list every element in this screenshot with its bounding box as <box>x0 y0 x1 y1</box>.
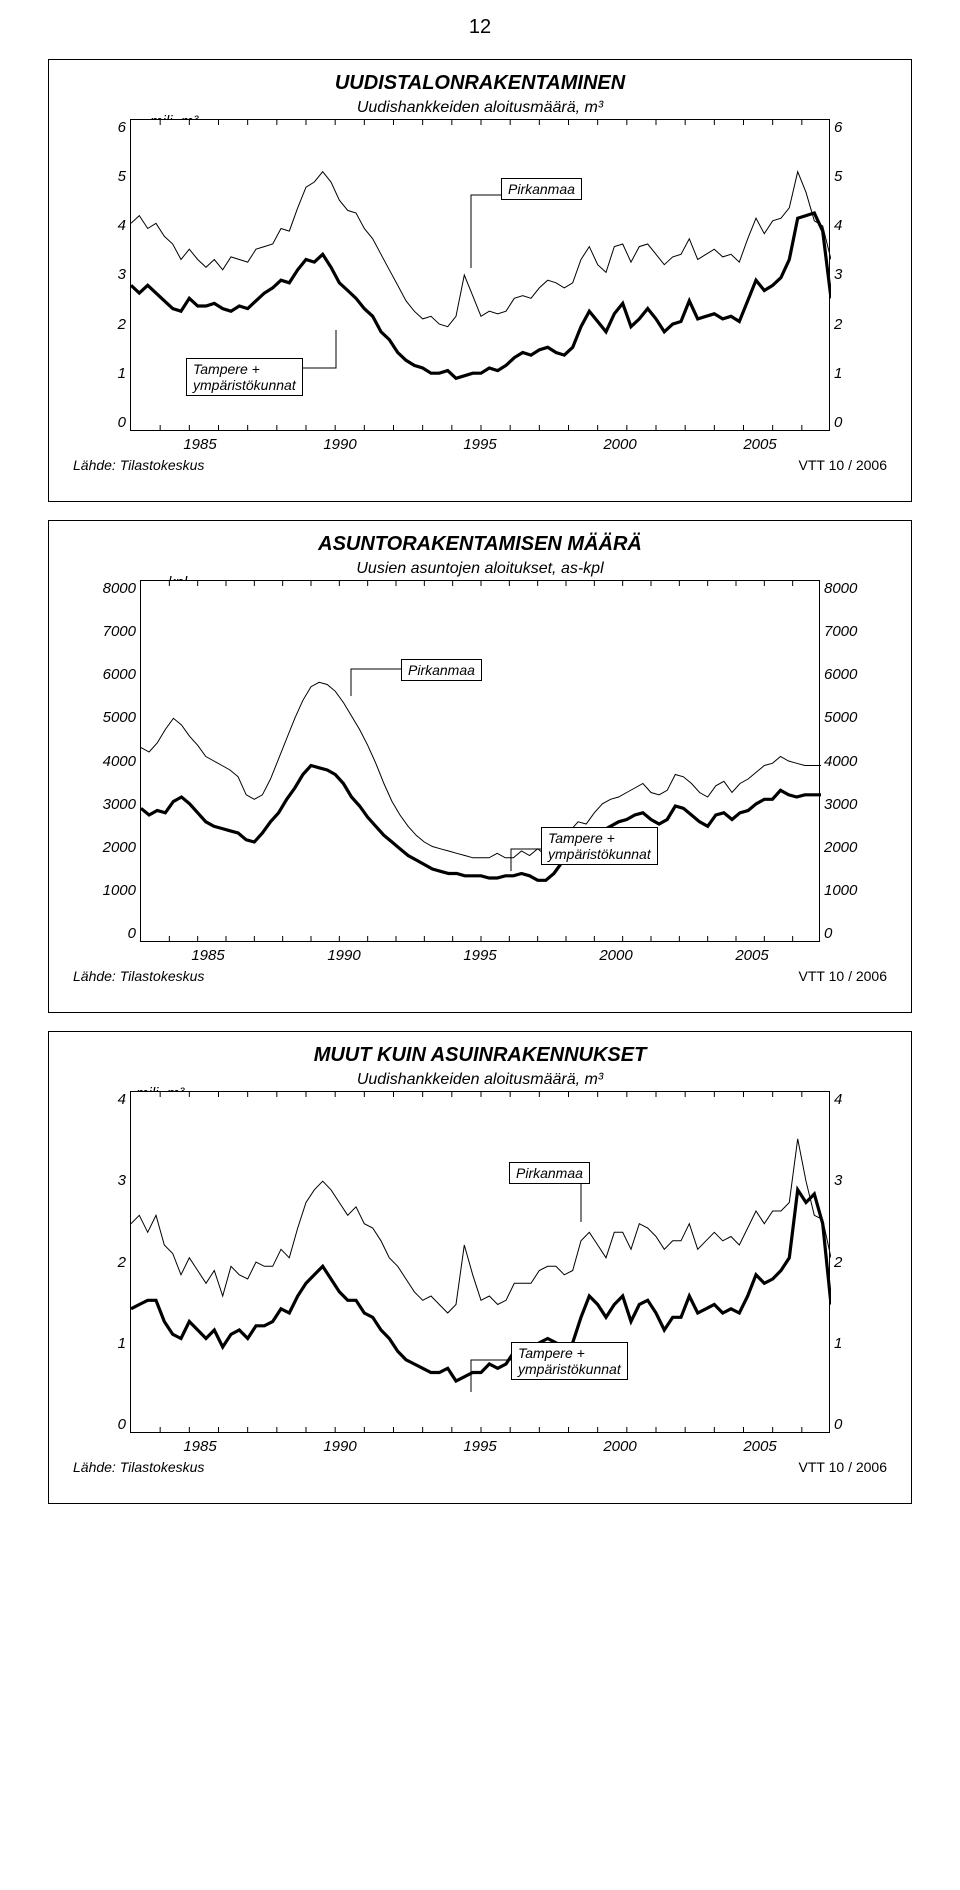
tick-label: 5000 <box>90 709 136 726</box>
tick-label: 8000 <box>824 580 872 597</box>
chart3-label-pirkanmaa: Pirkanmaa <box>509 1162 590 1184</box>
chart1-xticks: 1985 1990 1995 2000 2005 <box>130 436 830 453</box>
tick-label: 5000 <box>824 709 872 726</box>
tick-label: 2005 <box>743 436 776 453</box>
chart1-label-pirkanmaa: Pirkanmaa <box>501 178 582 200</box>
tick-label: 4 <box>94 217 126 234</box>
tick-label: 1995 <box>463 436 496 453</box>
tick-label: 1990 <box>323 1438 356 1455</box>
tick-label: 6000 <box>824 666 872 683</box>
tick-label: 2005 <box>735 947 768 964</box>
tick-label: 4 <box>94 1091 126 1108</box>
chart1-attr: VTT 10 / 2006 <box>799 457 887 473</box>
chart2-subtitle: Uusien asuntojen aloitukset, as-kpl <box>65 560 895 578</box>
tick-label: 1000 <box>90 882 136 899</box>
chart2-box: ASUNTORAKENTAMISEN MÄÄRÄ Uusien asuntoje… <box>48 520 912 1013</box>
chart2-attr: VTT 10 / 2006 <box>799 968 887 984</box>
chart3-box: MUUT KUIN ASUINRAKENNUKSET Uudishankkeid… <box>48 1031 912 1504</box>
tick-label: 1985 <box>183 1438 216 1455</box>
tick-label: 2 <box>94 1254 126 1271</box>
tick-label: 2005 <box>743 1438 776 1455</box>
chart3-xticks: 1985 1990 1995 2000 2005 <box>130 1438 830 1455</box>
chart3-label-tampere: Tampere +ympäristökunnat <box>511 1342 628 1380</box>
tick-label: 6 <box>834 119 870 136</box>
tick-label: 2 <box>834 316 870 333</box>
tick-label: 0 <box>834 1416 870 1433</box>
tick-label: 1995 <box>463 947 496 964</box>
chart3-attr: VTT 10 / 2006 <box>799 1459 887 1475</box>
tick-label: 8000 <box>90 580 136 597</box>
chart3-title: MUUT KUIN ASUINRAKENNUKSET <box>65 1044 895 1067</box>
tick-label: 1990 <box>327 947 360 964</box>
tick-label: 3 <box>834 266 870 283</box>
page-number: 12 <box>0 0 960 47</box>
tick-label: 7000 <box>90 623 136 640</box>
chart2-label-pirkanmaa: Pirkanmaa <box>401 659 482 681</box>
tick-label: 1995 <box>463 1438 496 1455</box>
tick-label: 5 <box>94 168 126 185</box>
chart3-plot: Pirkanmaa Tampere +ympäristökunnat <box>130 1091 830 1433</box>
chart2-source: Lähde: Tilastokeskus <box>73 968 204 984</box>
chart2-yleft: 8000 7000 6000 5000 4000 3000 2000 1000 0 <box>90 580 136 942</box>
tick-label: 3 <box>94 266 126 283</box>
tick-label: 3000 <box>824 796 872 813</box>
tick-label: 4 <box>834 217 870 234</box>
tick-label: 0 <box>94 1416 126 1433</box>
chart3-source: Lähde: Tilastokeskus <box>73 1459 204 1475</box>
tick-label: 2000 <box>599 947 632 964</box>
tick-label: 0 <box>824 925 872 942</box>
tick-label: 2000 <box>603 436 636 453</box>
chart1-label-tampere: Tampere +ympäristökunnat <box>186 358 303 396</box>
tick-label: 2 <box>94 316 126 333</box>
chart3-yleft: 4 3 2 1 0 <box>94 1091 126 1433</box>
tick-label: 1000 <box>824 882 872 899</box>
tick-label: 0 <box>90 925 136 942</box>
tick-label: 6000 <box>90 666 136 683</box>
chart2-xticks: 1985 1990 1995 2000 2005 <box>140 947 820 964</box>
tick-label: 0 <box>834 414 870 431</box>
tick-label: 0 <box>94 414 126 431</box>
tick-label: 1990 <box>323 436 356 453</box>
tick-label: 1985 <box>183 436 216 453</box>
tick-label: 1 <box>94 1335 126 1352</box>
chart1-title: UUDISTALONRAKENTAMINEN <box>65 72 895 95</box>
tick-label: 5 <box>834 168 870 185</box>
tick-label: 7000 <box>824 623 872 640</box>
chart1-box: UUDISTALONRAKENTAMINEN Uudishankkeiden a… <box>48 59 912 502</box>
chart1-source: Lähde: Tilastokeskus <box>73 457 204 473</box>
tick-label: 1 <box>94 365 126 382</box>
chart3-yright: 4 3 2 1 0 <box>834 1091 870 1433</box>
chart1-yleft: 6 5 4 3 2 1 0 <box>94 119 126 431</box>
tick-label: 2000 <box>603 1438 636 1455</box>
tick-label: 3 <box>834 1172 870 1189</box>
tick-label: 1 <box>834 365 870 382</box>
chart2-plot: Pirkanmaa Tampere +ympäristökunnat <box>140 580 820 942</box>
chart1-plot: Pirkanmaa Tampere +ympäristökunnat <box>130 119 830 431</box>
tick-label: 6 <box>94 119 126 136</box>
chart2-label-tampere: Tampere +ympäristökunnat <box>541 827 658 865</box>
tick-label: 2000 <box>90 839 136 856</box>
tick-label: 3 <box>94 1172 126 1189</box>
tick-label: 1985 <box>191 947 224 964</box>
tick-label: 1 <box>834 1335 870 1352</box>
tick-label: 4000 <box>90 753 136 770</box>
chart2-yright: 8000 7000 6000 5000 4000 3000 2000 1000 0 <box>824 580 872 942</box>
tick-label: 4000 <box>824 753 872 770</box>
chart1-yright: 6 5 4 3 2 1 0 <box>834 119 870 431</box>
tick-label: 3000 <box>90 796 136 813</box>
chart3-subtitle: Uudishankkeiden aloitusmäärä, m³ <box>65 1071 895 1089</box>
chart2-title: ASUNTORAKENTAMISEN MÄÄRÄ <box>65 533 895 556</box>
tick-label: 4 <box>834 1091 870 1108</box>
tick-label: 2 <box>834 1254 870 1271</box>
tick-label: 2000 <box>824 839 872 856</box>
